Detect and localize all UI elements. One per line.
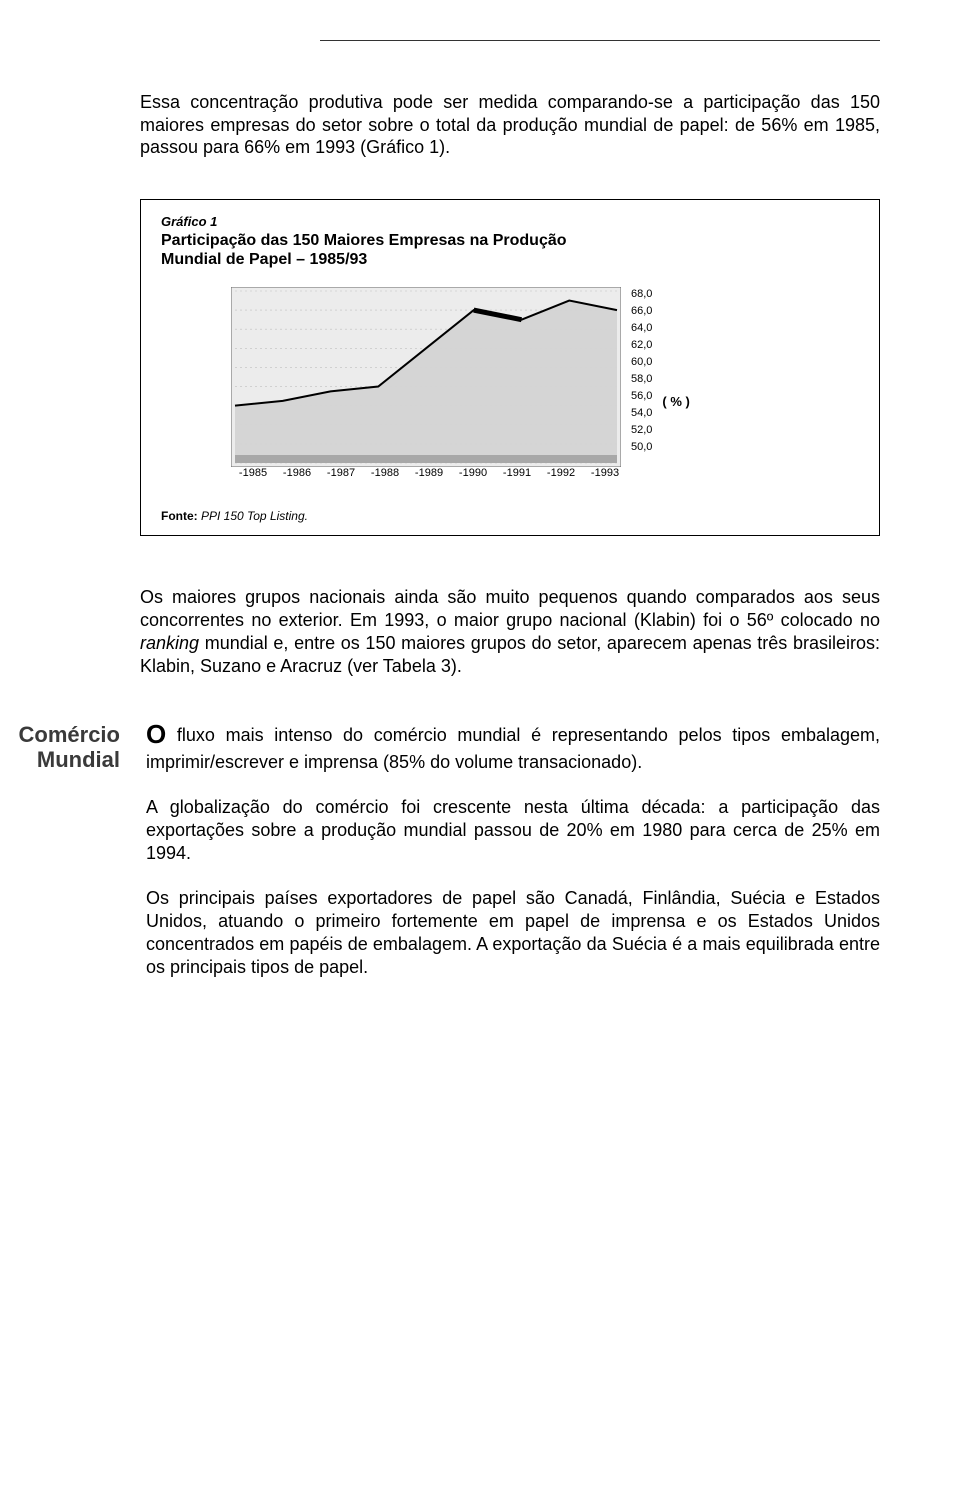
chart-y-tick: 52,0: [631, 425, 652, 442]
chart-x-ticks: -1985 -1986 -1987 -1988 -1989 -1990 -1991 -1992…: [231, 467, 625, 479]
chart-y-ticks: 68,066,064,062,060,058,056,054,052,050,0: [631, 289, 652, 459]
chart-plot-svg: [231, 287, 621, 467]
chart-plot-wrap: -1985 -1986 -1987 -1988 -1989 -1990 -1991 -1992…: [161, 287, 859, 479]
intro-paragraph: Essa concentração produtiva pode ser med…: [140, 91, 880, 159]
chart-x-tick: -1987: [321, 467, 361, 479]
chart-number: Gráfico 1: [161, 214, 859, 229]
paragraph-2: Os maiores grupos nacionais ainda são mu…: [140, 586, 880, 678]
chart-title-line2: Mundial de Papel – 1985/93: [161, 251, 367, 268]
chart-plot-column: -1985 -1986 -1987 -1988 -1989 -1990 -1991 -1992…: [231, 287, 625, 479]
chart-y-tick: 66,0: [631, 306, 652, 323]
chart-source-text: PPI 150 Top Listing.: [201, 509, 308, 523]
chart-source: Fonte: PPI 150 Top Listing.: [161, 509, 859, 523]
chart-y-tick: 64,0: [631, 323, 652, 340]
chart-y-tick: 62,0: [631, 340, 652, 357]
section-p1-dropcap: O: [146, 719, 166, 749]
chart-container: Gráfico 1 Participação das 150 Maiores E…: [140, 199, 880, 536]
section-label: Comércio Mundial: [0, 718, 120, 773]
section-p1: O fluxo mais intenso do comércio mundial…: [146, 718, 880, 774]
chart-x-tick: -1990: [453, 467, 493, 479]
chart-y-tick: 50,0: [631, 442, 652, 459]
chart-x-tick: -1993: [585, 467, 625, 479]
chart-y-tick: 68,0: [631, 289, 652, 306]
section-p1-text: fluxo mais intenso do comércio mundial é…: [146, 725, 880, 772]
page: Essa concentração produtiva pode ser med…: [0, 0, 960, 1062]
chart-x-tick: -1991: [497, 467, 537, 479]
chart-y-tick: 60,0: [631, 357, 652, 374]
chart-y-unit: ( % ): [662, 394, 689, 409]
paragraph-2a: Os maiores grupos nacionais ainda são mu…: [140, 587, 880, 630]
chart-y-tick: 54,0: [631, 408, 652, 425]
chart-plot-row: -1985 -1986 -1987 -1988 -1989 -1990 -1991 -1992…: [231, 287, 859, 479]
chart-x-tick: -1992: [541, 467, 581, 479]
section-label-l2: Mundial: [37, 747, 120, 772]
chart-x-tick: -1985: [233, 467, 273, 479]
section-p3: Os principais países exportadores de pap…: [146, 887, 880, 979]
chart-y-tick: 56,0: [631, 391, 652, 408]
section-body: O fluxo mais intenso do comércio mundial…: [146, 718, 880, 1002]
paragraph-2b: mundial e, entre os 150 maiores grupos d…: [140, 633, 880, 676]
section-p2: A globalização do comércio foi crescente…: [146, 796, 880, 865]
paragraph-2-ranking: ranking: [140, 633, 199, 653]
top-rule: [320, 40, 880, 41]
chart-x-tick: -1988: [365, 467, 405, 479]
chart-title: Participação das 150 Maiores Empresas na…: [161, 231, 859, 269]
section-comercio: Comércio Mundial O fluxo mais intenso do…: [0, 718, 880, 1002]
chart-x-tick: -1986: [277, 467, 317, 479]
chart-title-line1: Participação das 150 Maiores Empresas na…: [161, 232, 567, 249]
chart-y-tick: 58,0: [631, 374, 652, 391]
chart-source-label: Fonte:: [161, 509, 198, 523]
chart-x-tick: -1989: [409, 467, 449, 479]
section-label-l1: Comércio: [19, 722, 120, 747]
